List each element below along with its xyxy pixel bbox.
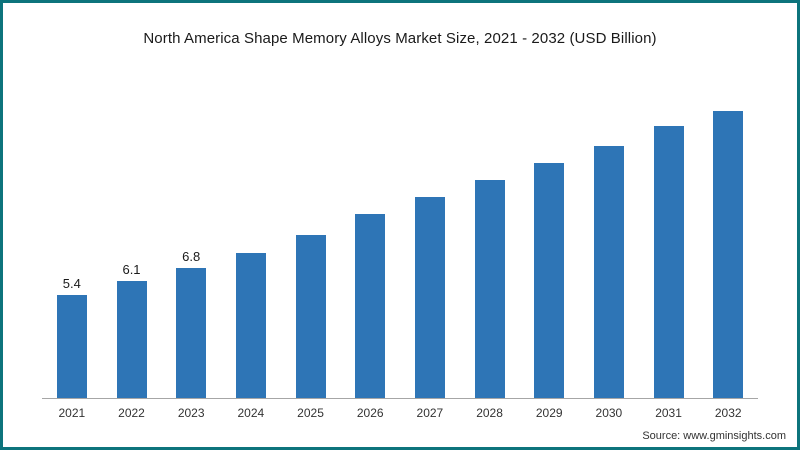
source-note: Source: www.gminsights.com <box>642 430 786 442</box>
x-axis-label-2023: 2023 <box>177 406 205 420</box>
x-axis-label-2021: 2021 <box>58 406 86 420</box>
x-axis-label-2027: 2027 <box>416 406 444 420</box>
bar-slot <box>221 92 281 398</box>
bar-2024 <box>235 252 266 398</box>
x-axis: 2021 2022 2023 2024 2025 2026 2027 2028 2029 2030… <box>42 399 758 420</box>
bar-2026 <box>355 214 386 398</box>
x-axis-label-2029: 2029 <box>535 406 563 420</box>
bar-slot <box>639 92 699 398</box>
bar-2028 <box>474 179 505 398</box>
bar-2021 <box>56 294 87 398</box>
bar-slot: 6.1 <box>102 92 162 398</box>
x-axis-label-2030: 2030 <box>595 406 623 420</box>
x-axis-label-2032: 2032 <box>714 406 742 420</box>
bar-2023 <box>176 267 207 398</box>
bar-slot <box>698 92 758 398</box>
x-axis-label-2022: 2022 <box>118 406 145 420</box>
chart-title: North America Shape Memory Alloys Market… <box>143 30 657 47</box>
bar-2032 <box>713 110 744 398</box>
bar-slot: 6.8 <box>161 92 221 398</box>
bar-2027 <box>414 197 445 398</box>
bar-value-label: 6.1 <box>122 262 141 278</box>
bar-slot: 5.4 <box>42 92 102 398</box>
plot-area: 5.4 6.1 6.8 <box>42 92 758 399</box>
bar-slot <box>460 92 520 398</box>
bar-2029 <box>534 162 565 398</box>
bar-slot <box>281 92 341 398</box>
bar-2025 <box>295 235 326 398</box>
x-axis-label-2028: 2028 <box>476 406 503 420</box>
bar-slot <box>519 92 579 398</box>
bar-value-label: 6.8 <box>182 248 201 264</box>
bar-2031 <box>653 126 684 398</box>
x-axis-label-2026: 2026 <box>356 406 384 420</box>
x-axis-label-2031: 2031 <box>655 406 682 420</box>
bar-slot <box>400 92 460 398</box>
bar-2030 <box>593 145 624 398</box>
x-axis-label-2024: 2024 <box>237 406 265 420</box>
bar-slot <box>340 92 400 398</box>
bar-value-label: 5.4 <box>62 275 81 291</box>
bar-2022 <box>116 281 147 398</box>
x-axis-label-2025: 2025 <box>297 406 324 420</box>
bar-slot <box>579 92 639 398</box>
